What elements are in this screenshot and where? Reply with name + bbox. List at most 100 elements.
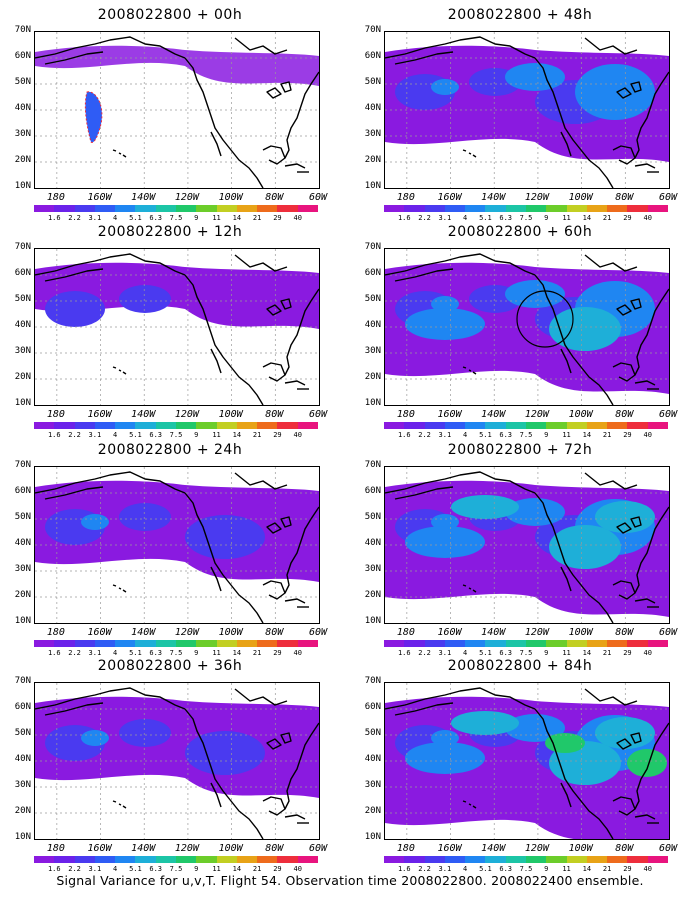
colorbar-swatch [404, 856, 425, 863]
map-canvas [385, 467, 669, 623]
colorbar-label: 1.6 [397, 649, 411, 657]
colorbar-label: 7.5 [169, 214, 183, 222]
colorbar-label: 6.3 [499, 214, 513, 222]
latitude-label: 20N [14, 590, 31, 600]
latitude-label: 10N [14, 181, 31, 191]
longitude-label: 160W [437, 192, 462, 203]
latitude-label: 60N [14, 268, 31, 278]
colorbar-label: 11 [212, 214, 221, 222]
colorbar-swatch [155, 422, 176, 429]
colorbar-label: 11 [212, 649, 221, 657]
variance-field [385, 480, 669, 617]
longitude-label: 80W [615, 192, 634, 203]
coastline [35, 253, 319, 405]
colorbar-swatch [175, 856, 197, 863]
colorbar [34, 640, 318, 647]
colorbar-label: 21 [602, 214, 612, 222]
latitude-label: 20N [14, 372, 31, 382]
map-canvas [35, 683, 319, 839]
colorbar-label: 5.1 [479, 649, 492, 657]
colorbar [34, 205, 318, 212]
colorbar-swatch [627, 205, 648, 212]
latitude-label: 30N [364, 129, 381, 139]
colorbar-label: 11 [562, 649, 571, 657]
longitude-label: 120W [174, 843, 199, 854]
variance-field [385, 262, 669, 394]
colorbar-swatch [297, 856, 318, 863]
colorbar-label: 29 [273, 214, 282, 222]
colorbar-label: 5.1 [129, 649, 142, 657]
longitude-label: 60W [658, 409, 678, 420]
panel-title: 2008022800 + 24h [97, 442, 243, 458]
colorbar-label: 21 [602, 865, 612, 873]
map-panel: 2008022800 + 48h 70N 60N 50N 40N 30N 20N 10N 180… [350, 5, 690, 223]
colorbar-swatch [196, 856, 217, 863]
colorbar-swatch [135, 422, 156, 429]
map-frame [384, 248, 670, 406]
latitude-label: 40N [14, 320, 31, 330]
colorbar-label: 9 [194, 865, 199, 873]
lat-lon-gridlines [385, 249, 669, 405]
colorbar-swatch [196, 640, 217, 647]
longitude-label: 120W [174, 627, 199, 638]
colorbar-swatch [115, 422, 136, 429]
colorbar-swatch [94, 856, 116, 863]
colorbar-swatch [236, 205, 258, 212]
latitude-label: 50N [364, 294, 381, 304]
latitude-label: 60N [14, 702, 31, 712]
colorbar-swatch [647, 640, 668, 647]
colorbar-swatch [465, 422, 486, 429]
panel-title: 2008022800 + 84h [447, 658, 593, 674]
colorbar-label: 9 [194, 214, 199, 222]
longitude-label: 60W [308, 627, 328, 638]
colorbar-swatch [525, 205, 547, 212]
latitude-label: 50N [14, 77, 31, 87]
colorbar-label: 5.1 [479, 431, 492, 439]
longitude-label: 160W [437, 409, 462, 420]
longitude-label: 180 [396, 627, 415, 638]
colorbar-swatch [34, 422, 55, 429]
colorbar-swatch [216, 640, 237, 647]
colorbar-swatch [566, 205, 587, 212]
latitude-label: 30N [14, 564, 31, 574]
lat-lon-gridlines [385, 467, 669, 623]
longitude-label: 160W [437, 627, 462, 638]
colorbar-swatch [196, 422, 217, 429]
colorbar-label: 29 [623, 865, 632, 873]
colorbar-label: 40 [293, 649, 302, 657]
colorbar-swatch [485, 640, 506, 647]
colorbar-swatch [546, 640, 567, 647]
colorbar-swatch [566, 640, 587, 647]
colorbar-label: 9 [544, 214, 549, 222]
map-panel: 2008022800 + 72h 70N 60N 50N 40N 30N 20N 10N 180… [350, 440, 690, 658]
longitude-label: 120W [524, 192, 549, 203]
colorbar-swatch [257, 422, 278, 429]
colorbar-swatch [647, 422, 668, 429]
colorbar-swatch [424, 422, 445, 429]
colorbar-label: 9 [544, 431, 549, 439]
figure-caption: Signal Variance for u,v,T. Flight 54. Ob… [56, 873, 644, 888]
colorbar-swatch [525, 640, 547, 647]
colorbar-swatch [74, 205, 95, 212]
longitude-label: 120W [524, 409, 549, 420]
colorbar [34, 422, 318, 429]
colorbar-label: 6.3 [149, 649, 163, 657]
colorbar-label: 11 [212, 865, 221, 873]
variance-field [35, 262, 319, 329]
map-canvas [385, 683, 669, 839]
colorbar [34, 856, 318, 863]
latitude-label: 60N [364, 702, 381, 712]
colorbar-label: 6.3 [149, 865, 163, 873]
map-frame [384, 466, 670, 624]
coastline [35, 471, 319, 623]
colorbar-swatch [34, 856, 55, 863]
colorbar-label: 29 [623, 431, 632, 439]
latitude-label: 50N [14, 512, 31, 522]
latitude-label: 70N [14, 676, 31, 686]
colorbar-swatch [404, 205, 425, 212]
colorbar-label: 5.1 [129, 431, 142, 439]
colorbar-swatch [236, 640, 258, 647]
colorbar-label: 3.1 [88, 431, 102, 439]
colorbar-swatch [155, 640, 176, 647]
coastline [385, 36, 669, 188]
